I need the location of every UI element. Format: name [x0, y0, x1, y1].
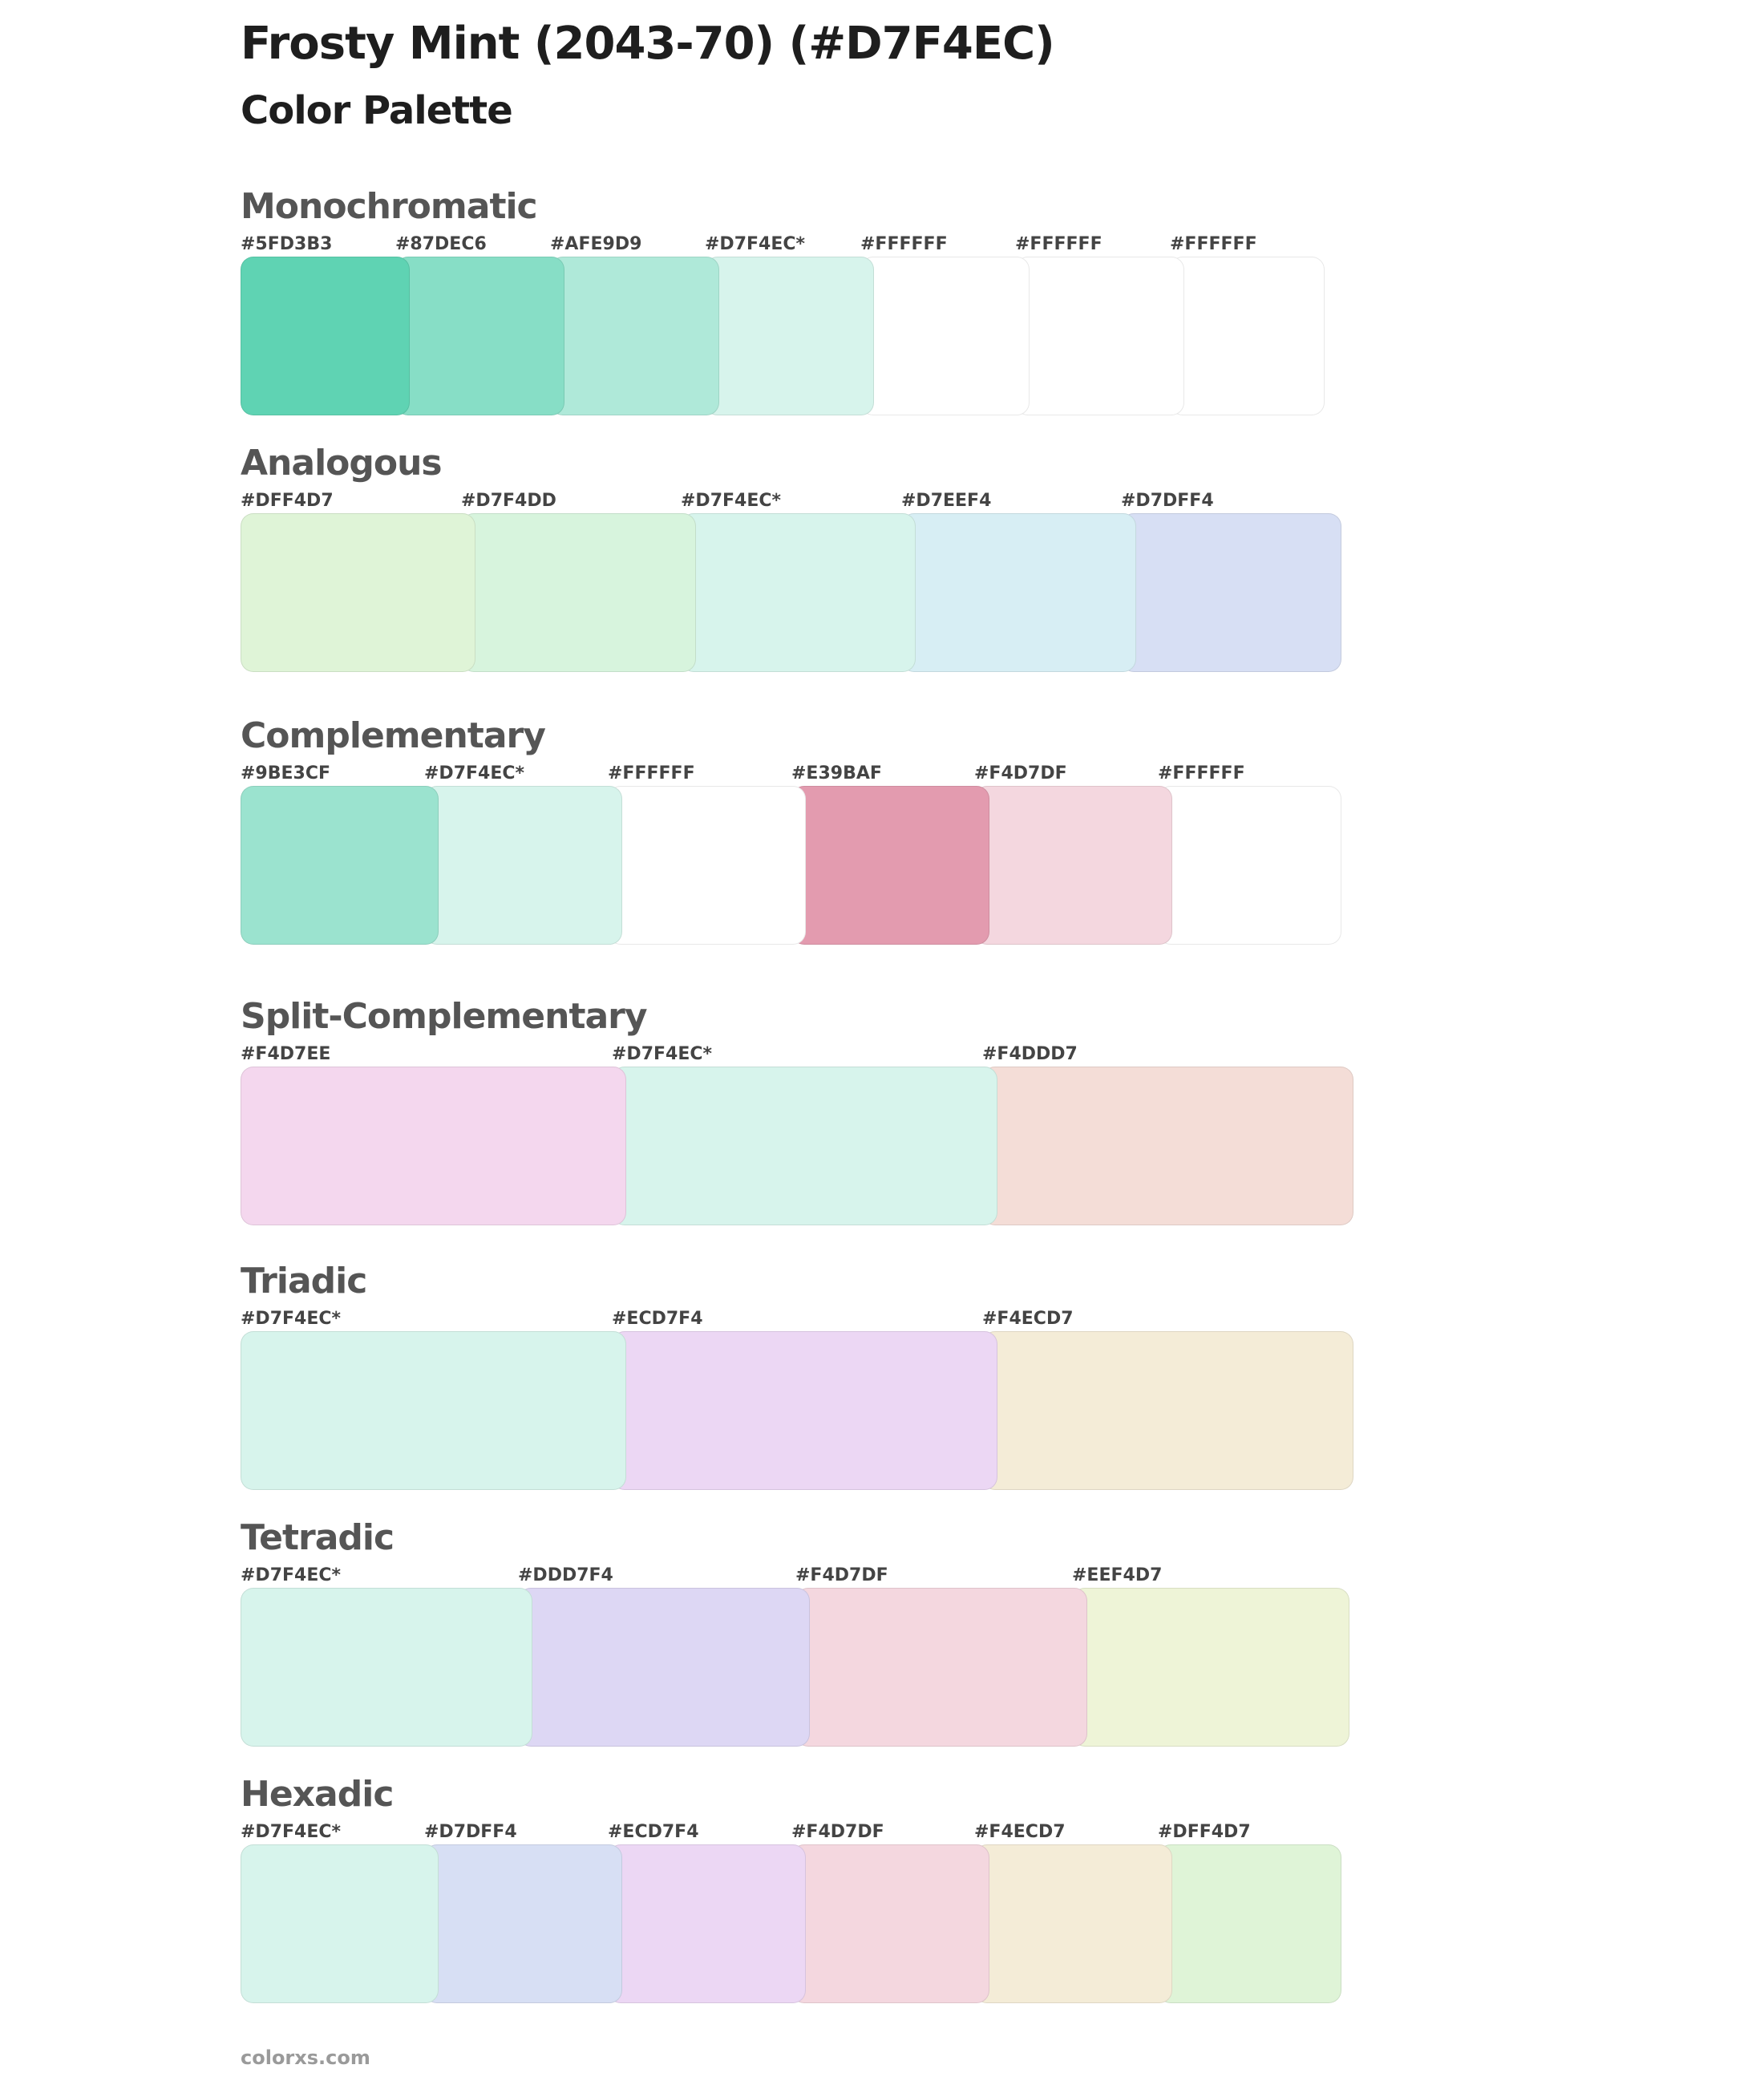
color-swatch[interactable] [241, 786, 439, 945]
swatch-hex-label: #FFFFFF [860, 234, 948, 254]
swatch-hex-label: #ECD7F4 [612, 1309, 703, 1329]
color-swatch[interactable] [681, 513, 916, 672]
palette-section-complementary: Complementary #9BE3CF #D7F4EC* #FFFFFF #E39B… [241, 715, 1363, 948]
swatch-hex-label: #E39BAF [791, 763, 882, 783]
color-swatch[interactable] [901, 513, 1136, 672]
swatch-hex-label: #F4ECD7 [974, 1822, 1066, 1842]
palette-section-monochromatic: Monochromatic #5FD3B3 #87DEC6 #AFE9D9 #D7F4E… [241, 186, 1363, 419]
color-swatch[interactable] [791, 1844, 989, 2003]
section-title: Analogous [241, 443, 443, 484]
palette-section-split-complementary: Split-Complementary #F4D7EE #D7F4EC* #F4DDD… [241, 996, 1363, 1229]
color-swatch[interactable] [705, 257, 874, 415]
section-title: Triadic [241, 1261, 367, 1302]
section-title: Monochromatic [241, 186, 538, 227]
swatch-hex-label: #D7F4EC* [612, 1044, 713, 1064]
swatch-hex-label: #D7F4EC* [681, 491, 782, 511]
swatch-hex-label: #D7F4EC* [241, 1309, 342, 1329]
color-swatch[interactable] [860, 257, 1030, 415]
swatch-hex-label: #FFFFFF [1158, 763, 1245, 783]
color-swatch[interactable] [241, 1331, 626, 1490]
section-title: Complementary [241, 715, 546, 756]
swatch-hex-label: #DFF4D7 [241, 491, 334, 511]
swatch-hex-label: #F4D7DF [791, 1822, 884, 1842]
color-swatch[interactable] [424, 786, 622, 945]
color-swatch[interactable] [612, 1331, 997, 1490]
page-subtitle: Color Palette [241, 88, 513, 133]
swatch-hex-label: #F4D7DF [974, 763, 1067, 783]
swatch-hex-label: #DDD7F4 [518, 1565, 613, 1585]
color-swatch[interactable] [241, 513, 475, 672]
swatch-hex-label: #D7EEF4 [901, 491, 992, 511]
swatch-hex-label: #F4D7EE [241, 1044, 331, 1064]
swatch-hex-label: #F4ECD7 [982, 1309, 1074, 1329]
color-swatch[interactable] [241, 1844, 439, 2003]
palette-section-analogous: Analogous #DFF4D7 #D7F4DD #D7F4EC* #D7EEF4 #D… [241, 443, 1363, 675]
swatch-hex-label: #87DEC6 [395, 234, 487, 254]
swatch-hex-label: #F4D7DF [795, 1565, 888, 1585]
swatch-hex-label: #FFFFFF [1170, 234, 1257, 254]
color-swatch[interactable] [395, 257, 564, 415]
swatch-hex-label: #D7DFF4 [1121, 491, 1214, 511]
color-swatch[interactable] [461, 513, 696, 672]
color-swatch[interactable] [518, 1588, 810, 1747]
site-credit[interactable]: colorxs.com [241, 2047, 370, 2069]
swatch-hex-label: #AFE9D9 [550, 234, 642, 254]
color-swatch[interactable] [424, 1844, 622, 2003]
color-swatch[interactable] [982, 1067, 1353, 1225]
color-swatch[interactable] [974, 786, 1172, 945]
color-swatch[interactable] [1121, 513, 1341, 672]
palette-section-triadic: Triadic #D7F4EC* #ECD7F4 #F4ECD7 [241, 1261, 1363, 1493]
color-swatch[interactable] [791, 786, 989, 945]
swatch-hex-label: #FFFFFF [608, 763, 695, 783]
color-swatch[interactable] [550, 257, 719, 415]
color-swatch[interactable] [974, 1844, 1172, 2003]
color-swatch[interactable] [241, 1067, 626, 1225]
color-swatch[interactable] [241, 1588, 532, 1747]
section-title: Hexadic [241, 1774, 394, 1815]
swatch-hex-label: #5FD3B3 [241, 234, 333, 254]
swatch-hex-label: #D7F4DD [461, 491, 556, 511]
swatch-hex-label: #FFFFFF [1015, 234, 1102, 254]
section-title: Tetradic [241, 1517, 394, 1558]
color-swatch[interactable] [612, 1067, 997, 1225]
color-swatch[interactable] [1158, 786, 1341, 945]
color-swatch[interactable] [1170, 257, 1325, 415]
page-title: Frosty Mint (2043-70) (#D7F4EC) [241, 18, 1055, 70]
swatch-hex-label: #F4DDD7 [982, 1044, 1078, 1064]
swatch-hex-label: #D7F4EC* [241, 1822, 342, 1842]
section-title: Split-Complementary [241, 996, 648, 1037]
color-swatch[interactable] [795, 1588, 1087, 1747]
palette-section-tetradic: Tetradic #D7F4EC* #DDD7F4 #F4D7DF #EEF4D7 [241, 1517, 1363, 1750]
swatch-hex-label: #D7DFF4 [424, 1822, 517, 1842]
swatch-hex-label: #DFF4D7 [1158, 1822, 1251, 1842]
swatch-hex-label: #EEF4D7 [1072, 1565, 1163, 1585]
swatch-hex-label: #D7F4EC* [705, 234, 806, 254]
color-swatch[interactable] [1158, 1844, 1341, 2003]
palette-section-hexadic: Hexadic #D7F4EC* #D7DFF4 #ECD7F4 #F4D7DF #F4E… [241, 1774, 1363, 2006]
color-swatch[interactable] [608, 786, 806, 945]
color-swatch[interactable] [241, 257, 410, 415]
color-swatch[interactable] [1015, 257, 1184, 415]
color-swatch[interactable] [1072, 1588, 1349, 1747]
swatch-hex-label: #D7F4EC* [424, 763, 525, 783]
swatch-hex-label: #ECD7F4 [608, 1822, 699, 1842]
swatch-hex-label: #D7F4EC* [241, 1565, 342, 1585]
swatch-hex-label: #9BE3CF [241, 763, 331, 783]
color-swatch[interactable] [982, 1331, 1353, 1490]
color-swatch[interactable] [608, 1844, 806, 2003]
